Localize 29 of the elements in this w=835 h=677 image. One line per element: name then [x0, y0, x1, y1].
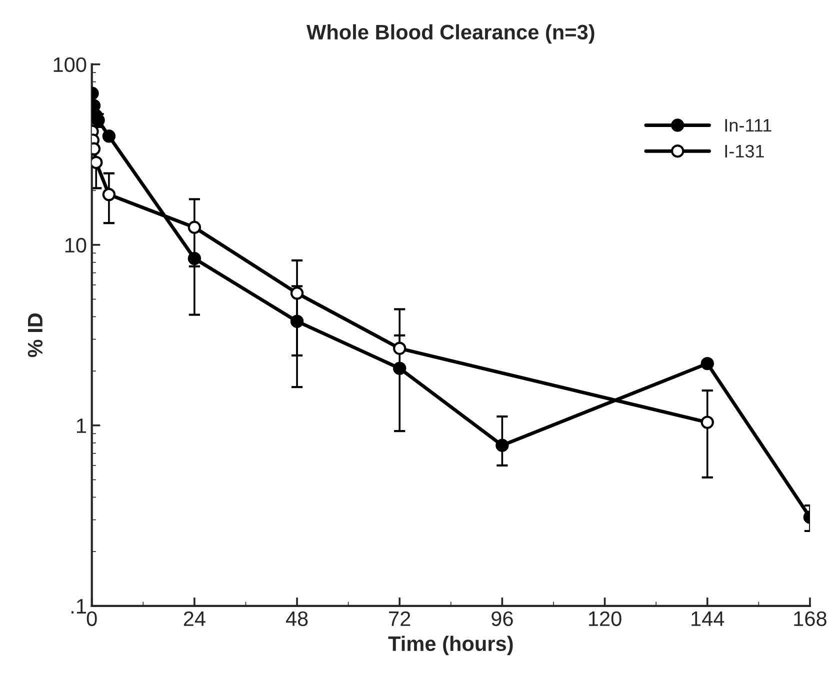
y-tick-label: 100	[54, 57, 86, 72]
x-tick-label: 96	[492, 611, 513, 626]
x-tick-label: 0	[86, 611, 97, 626]
chart-title: Whole Blood Clearance (n=3)	[306, 24, 594, 44]
point	[496, 438, 509, 452]
point	[92, 114, 105, 127]
x-tick-label: 120	[588, 611, 622, 626]
y-tick-label: 1	[76, 418, 86, 433]
point	[700, 416, 714, 429]
x-tick-label: 24	[184, 611, 206, 626]
x-tick-label: 48	[286, 611, 308, 626]
y-axis-title: % ID	[28, 313, 43, 358]
y-tick-label: .1	[72, 599, 86, 614]
point	[188, 252, 202, 266]
point	[188, 220, 202, 234]
point	[700, 356, 714, 370]
point	[393, 362, 406, 375]
x-tick-label: 144	[692, 612, 724, 626]
legend-label: I-131	[725, 144, 764, 158]
point	[102, 188, 116, 202]
x-tick-label: 168	[794, 611, 826, 626]
point	[290, 314, 304, 328]
point	[393, 342, 406, 355]
y-tick-label: 10	[65, 238, 86, 253]
x-axis-title: Time (hours)	[388, 636, 513, 656]
legend-label: In-111	[725, 119, 772, 132]
x-tick-label: 72	[389, 611, 410, 626]
point	[102, 130, 116, 143]
point	[290, 286, 304, 300]
